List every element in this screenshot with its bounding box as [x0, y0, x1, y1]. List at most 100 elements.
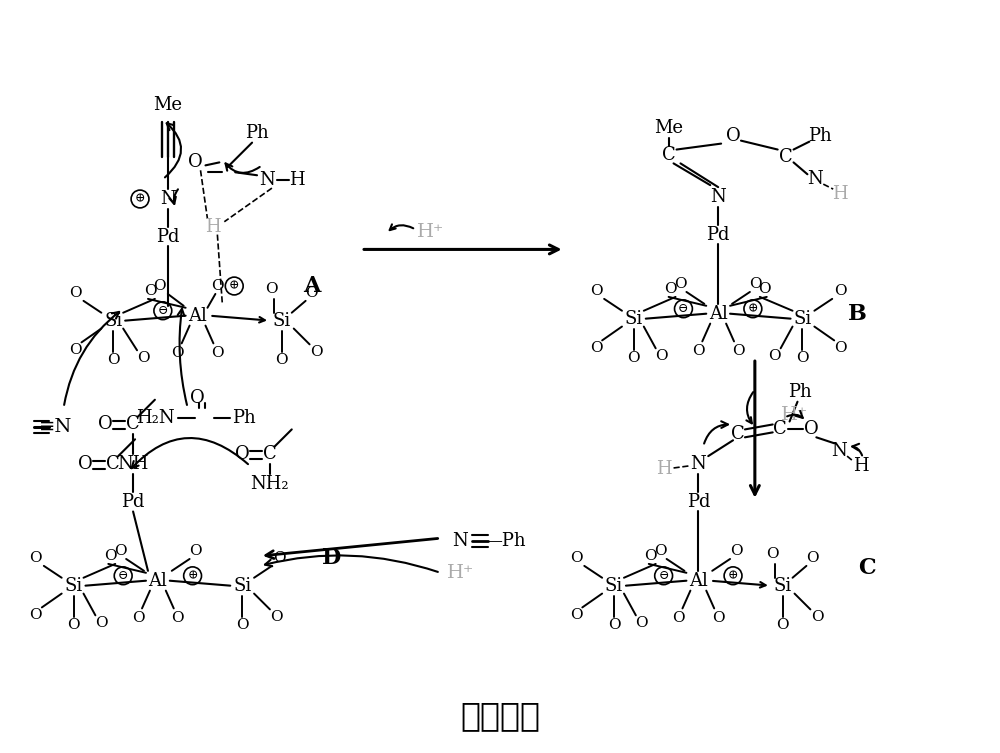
- Text: O: O: [132, 611, 144, 625]
- Text: Pd: Pd: [687, 492, 710, 511]
- Text: N: N: [690, 455, 706, 473]
- Text: O: O: [758, 282, 771, 296]
- Text: ⊕: ⊕: [187, 569, 198, 582]
- Text: D: D: [322, 547, 341, 569]
- Text: N: N: [160, 190, 176, 208]
- Text: Pd: Pd: [156, 227, 180, 245]
- Text: O: O: [674, 277, 687, 291]
- Text: Si: Si: [625, 309, 643, 328]
- Text: O: O: [30, 608, 42, 622]
- Text: H⁺: H⁺: [447, 564, 474, 582]
- Text: O: O: [266, 282, 278, 296]
- Text: O: O: [655, 349, 668, 363]
- Text: Si: Si: [233, 577, 251, 595]
- Text: Si: Si: [64, 577, 83, 595]
- Text: ⊖: ⊖: [118, 569, 128, 582]
- Text: N: N: [807, 170, 823, 188]
- Text: O: O: [104, 549, 117, 563]
- Text: C: C: [779, 148, 792, 166]
- Text: O: O: [236, 618, 248, 633]
- Text: ≡N: ≡N: [39, 419, 72, 437]
- Text: O: O: [271, 610, 283, 624]
- Text: O: O: [811, 610, 824, 624]
- Text: H: H: [832, 185, 848, 203]
- Text: O: O: [766, 547, 779, 561]
- Text: Pd: Pd: [706, 226, 730, 243]
- Text: H: H: [853, 457, 869, 475]
- Text: A: A: [303, 275, 320, 297]
- Text: O: O: [171, 346, 184, 360]
- Text: NH₂: NH₂: [251, 475, 289, 492]
- Text: N: N: [452, 532, 468, 550]
- Text: O: O: [189, 544, 202, 558]
- Text: Ph: Ph: [245, 123, 269, 142]
- Text: O: O: [672, 611, 685, 625]
- Text: Al: Al: [689, 572, 708, 590]
- Text: N: N: [831, 442, 847, 460]
- Text: O: O: [305, 286, 318, 300]
- Text: H⁺: H⁺: [781, 406, 808, 424]
- Text: NH: NH: [117, 455, 149, 473]
- Text: O: O: [834, 284, 846, 298]
- Text: O: O: [69, 343, 82, 357]
- Text: —Ph: —Ph: [484, 532, 526, 550]
- Text: Me: Me: [153, 96, 182, 114]
- Text: Si: Si: [273, 312, 291, 330]
- Text: O: O: [635, 616, 648, 630]
- Text: ⊖: ⊖: [158, 304, 168, 317]
- Text: C: C: [126, 416, 140, 434]
- Text: C: C: [106, 455, 120, 473]
- Text: C: C: [263, 445, 277, 463]
- Text: O: O: [834, 341, 846, 355]
- Text: ⊕: ⊕: [728, 569, 738, 582]
- Text: O: O: [776, 618, 789, 633]
- Text: H: H: [205, 218, 220, 236]
- Text: ⊖: ⊖: [658, 569, 669, 582]
- Text: O: O: [98, 416, 113, 434]
- Text: O: O: [644, 549, 657, 563]
- Text: ⊕: ⊕: [229, 279, 239, 292]
- Text: O: O: [78, 455, 93, 473]
- Text: O: O: [30, 551, 42, 565]
- Text: O: O: [806, 551, 819, 565]
- Text: O: O: [95, 616, 108, 630]
- Text: O: O: [190, 389, 205, 407]
- Text: O: O: [712, 611, 724, 625]
- Text: O: O: [768, 349, 781, 363]
- Text: B: B: [848, 303, 866, 325]
- Text: O: O: [732, 344, 744, 358]
- Text: O: O: [570, 551, 583, 565]
- Text: O: O: [235, 445, 250, 463]
- Text: O: O: [310, 346, 323, 359]
- Text: Pd: Pd: [121, 492, 145, 511]
- Text: O: O: [137, 351, 149, 365]
- Text: O: O: [654, 544, 667, 558]
- Text: C: C: [731, 425, 745, 444]
- Text: O: O: [67, 618, 80, 633]
- Text: Al: Al: [188, 306, 207, 325]
- Text: O: O: [664, 282, 677, 296]
- Text: Al: Al: [148, 572, 167, 590]
- Text: O: O: [188, 154, 203, 172]
- Text: O: O: [114, 544, 127, 558]
- Text: O: O: [211, 279, 224, 293]
- Text: Ph: Ph: [788, 383, 811, 401]
- Text: Si: Si: [605, 577, 623, 595]
- Text: O: O: [608, 618, 620, 633]
- Text: H₂N: H₂N: [136, 409, 174, 426]
- Text: O: O: [628, 351, 640, 365]
- Text: O: O: [570, 608, 583, 622]
- Text: O: O: [69, 286, 82, 300]
- Text: O: O: [796, 351, 809, 365]
- Text: Si: Si: [104, 312, 122, 330]
- Text: Ph: Ph: [232, 409, 256, 426]
- Text: O: O: [144, 284, 156, 298]
- Text: H⁺: H⁺: [417, 223, 444, 241]
- Text: O: O: [171, 611, 184, 625]
- Text: O: O: [590, 284, 603, 298]
- Text: O: O: [730, 544, 742, 558]
- Text: H: H: [289, 171, 305, 189]
- Text: C: C: [773, 420, 787, 438]
- Text: ⊕: ⊕: [748, 302, 758, 316]
- Text: ⊕: ⊕: [135, 193, 145, 206]
